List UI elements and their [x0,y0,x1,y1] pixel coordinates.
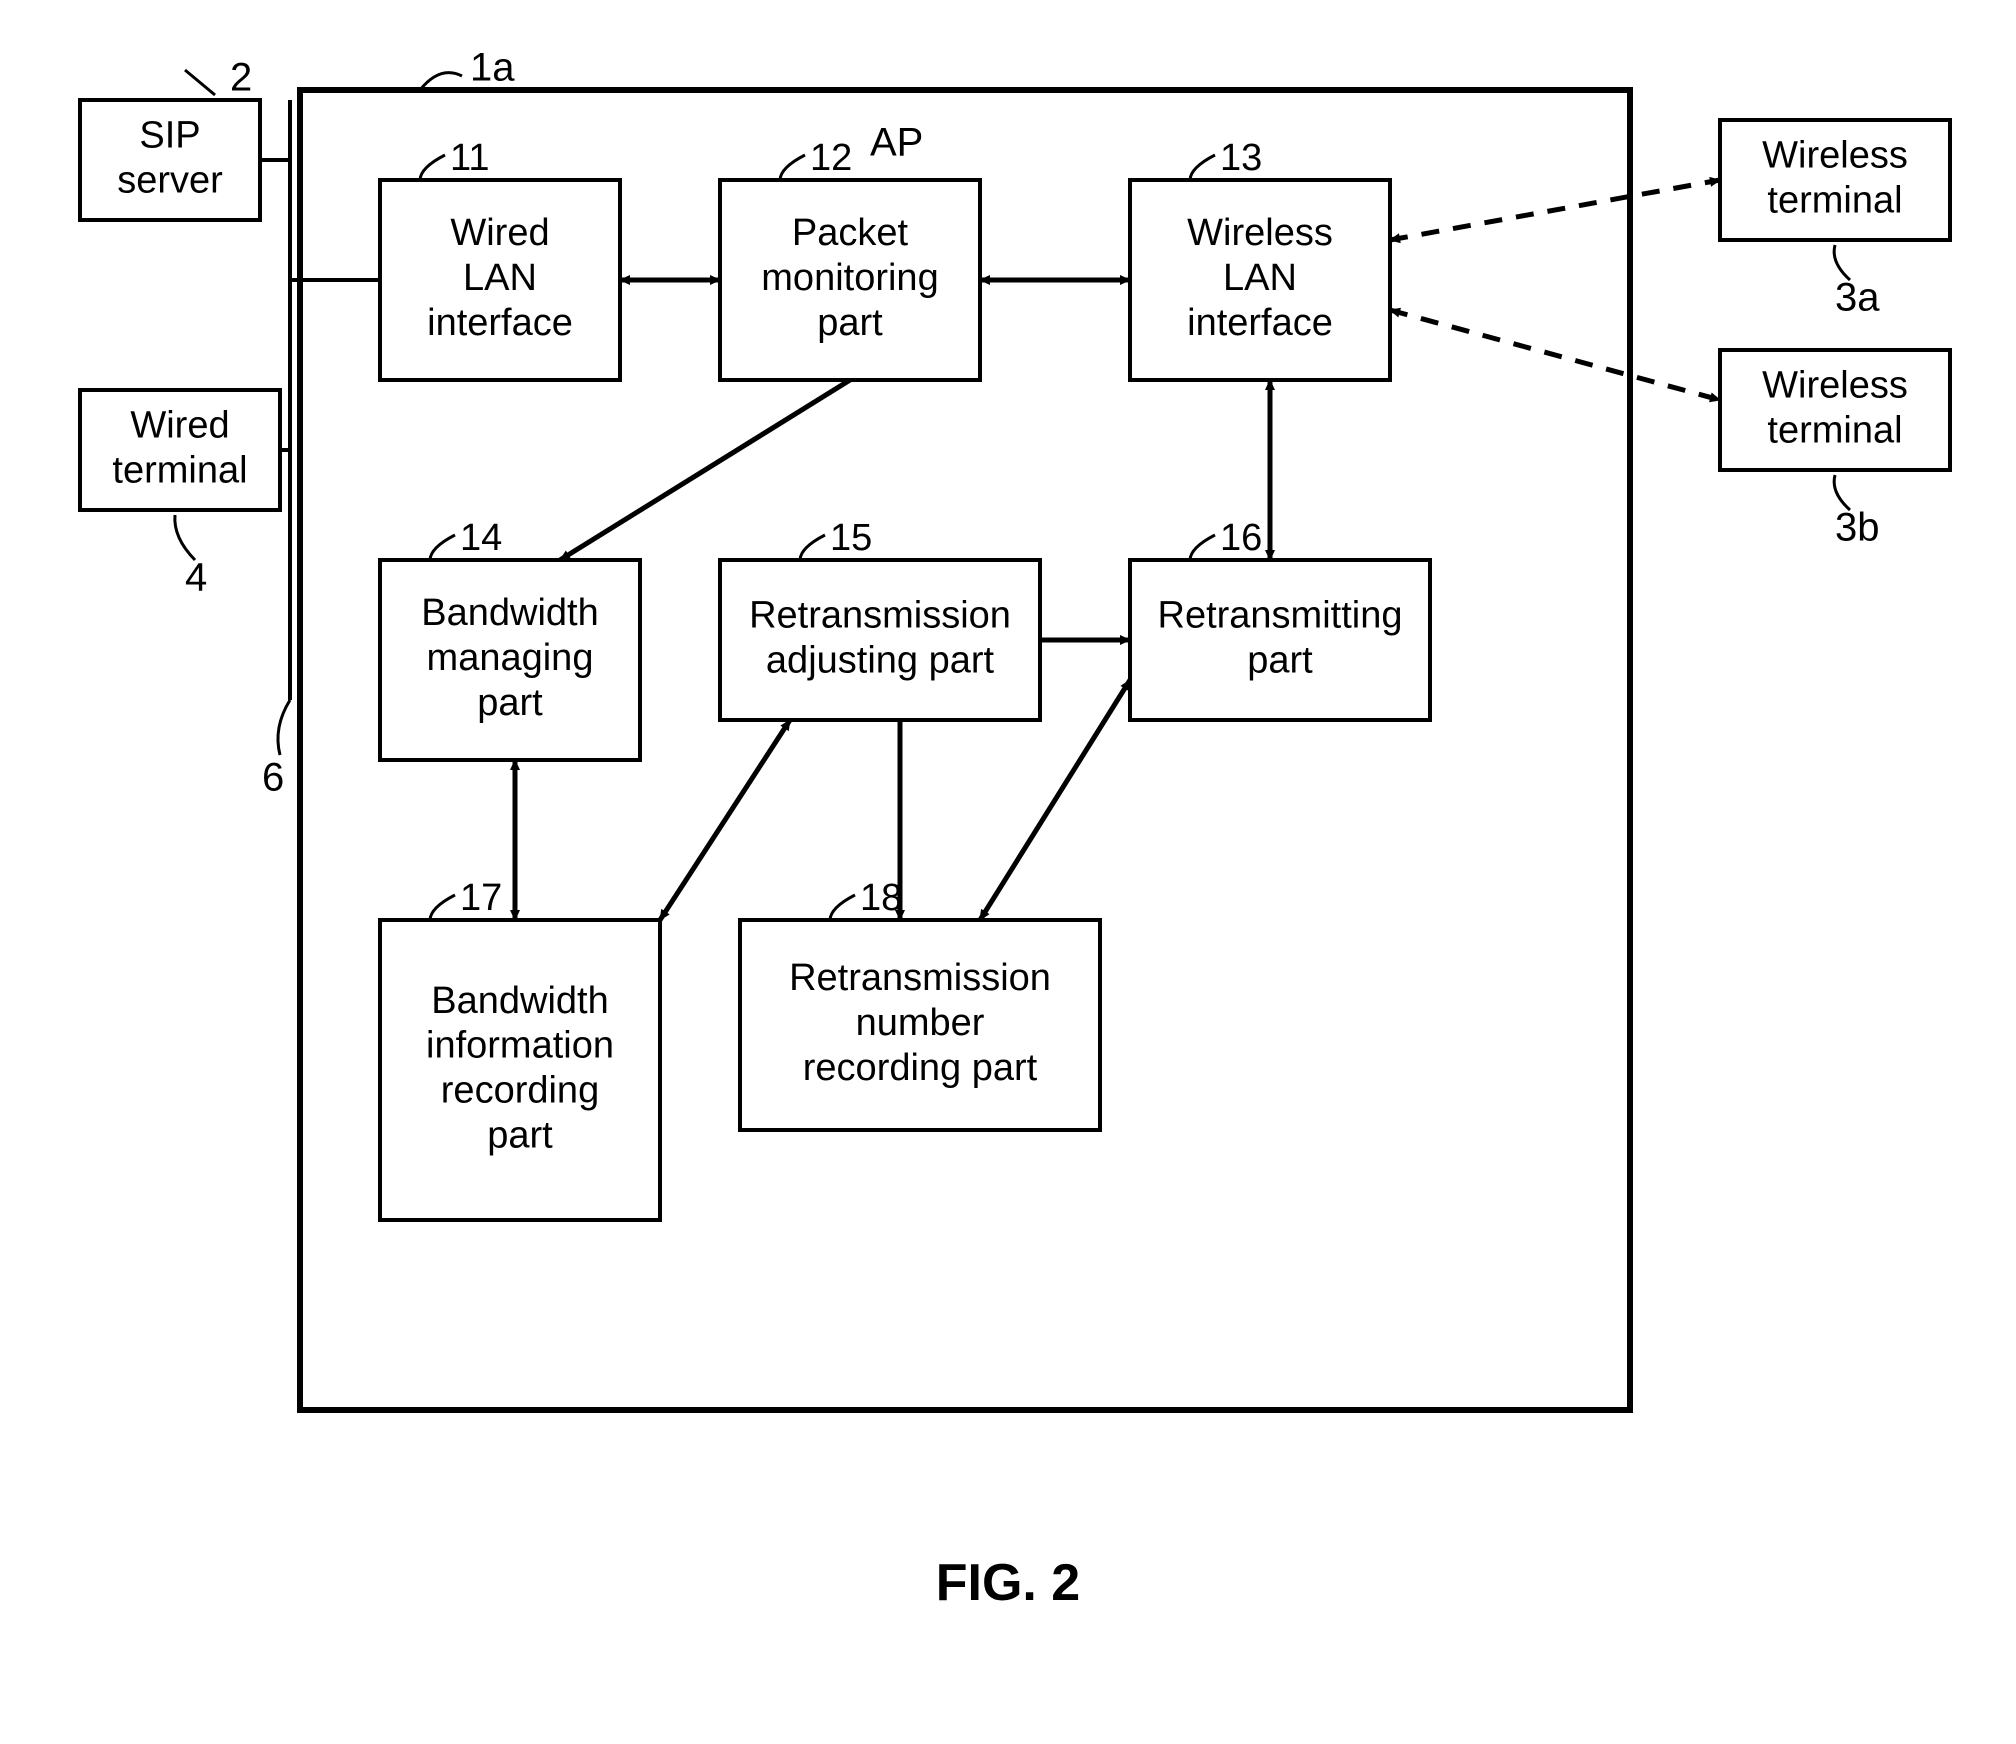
ref-r16: 16 [1220,517,1262,559]
node-n11-label: Wired [450,212,549,254]
node-wl3b-label: terminal [1767,409,1902,451]
node-n15-label: adjusting part [766,639,995,681]
ref-r6: 6 [262,756,284,800]
ref-r3a: 3a [1835,276,1880,320]
node-n13-label: Wireless [1187,212,1333,254]
node-n13-label: LAN [1223,257,1297,299]
node-n18-label: recording part [803,1047,1038,1089]
ref-r11: 11 [450,137,489,179]
node-n12-label: monitoring [761,257,938,299]
node-n17-label: part [487,1114,553,1156]
ref-r2: 2 [230,56,252,100]
ref-r13: 13 [1220,137,1262,179]
ref-r17: 17 [460,877,502,919]
node-n15-label: Retransmission [749,595,1011,637]
ref-r12: 12 [810,137,852,179]
node-n16-label: Retransmitting [1158,595,1403,637]
node-n12-label: part [817,302,883,344]
node-wl3a-label: terminal [1767,179,1902,221]
ref-r4: 4 [185,556,207,600]
figure-caption: FIG. 2 [936,1554,1080,1612]
ref-r18: 18 [860,877,902,919]
node-n17-label: Bandwidth [431,980,608,1022]
node-n13-label: interface [1187,302,1333,344]
node-wiredT-label: Wired [130,405,229,447]
ref-r14: 14 [460,517,502,559]
node-n18-label: number [856,1002,985,1044]
node-n17-label: recording [441,1069,599,1111]
node-sip-label: server [117,159,223,201]
node-wl3a-label: Wireless [1762,135,1908,177]
svg-text:1a: 1a [470,46,515,90]
diagram-canvas: 1aAPSIPserverWiredterminalWirelesstermin… [0,0,2016,1744]
node-n14-label: part [477,682,543,724]
node-n14-label: managing [427,637,594,679]
node-n17-label: information [426,1025,614,1067]
svg-text:AP: AP [870,121,923,165]
node-n16-label: part [1247,639,1313,681]
node-n14-label: Bandwidth [421,592,598,634]
node-n11-label: interface [427,302,573,344]
node-n18-label: Retransmission [789,957,1051,999]
node-n12-label: Packet [792,212,909,254]
ref-r3b: 3b [1835,506,1880,550]
node-wiredT-label: terminal [112,449,247,491]
node-sip-label: SIP [139,115,200,157]
node-n11-label: LAN [463,257,537,299]
ref-r15: 15 [830,517,872,559]
node-wl3b-label: Wireless [1762,365,1908,407]
